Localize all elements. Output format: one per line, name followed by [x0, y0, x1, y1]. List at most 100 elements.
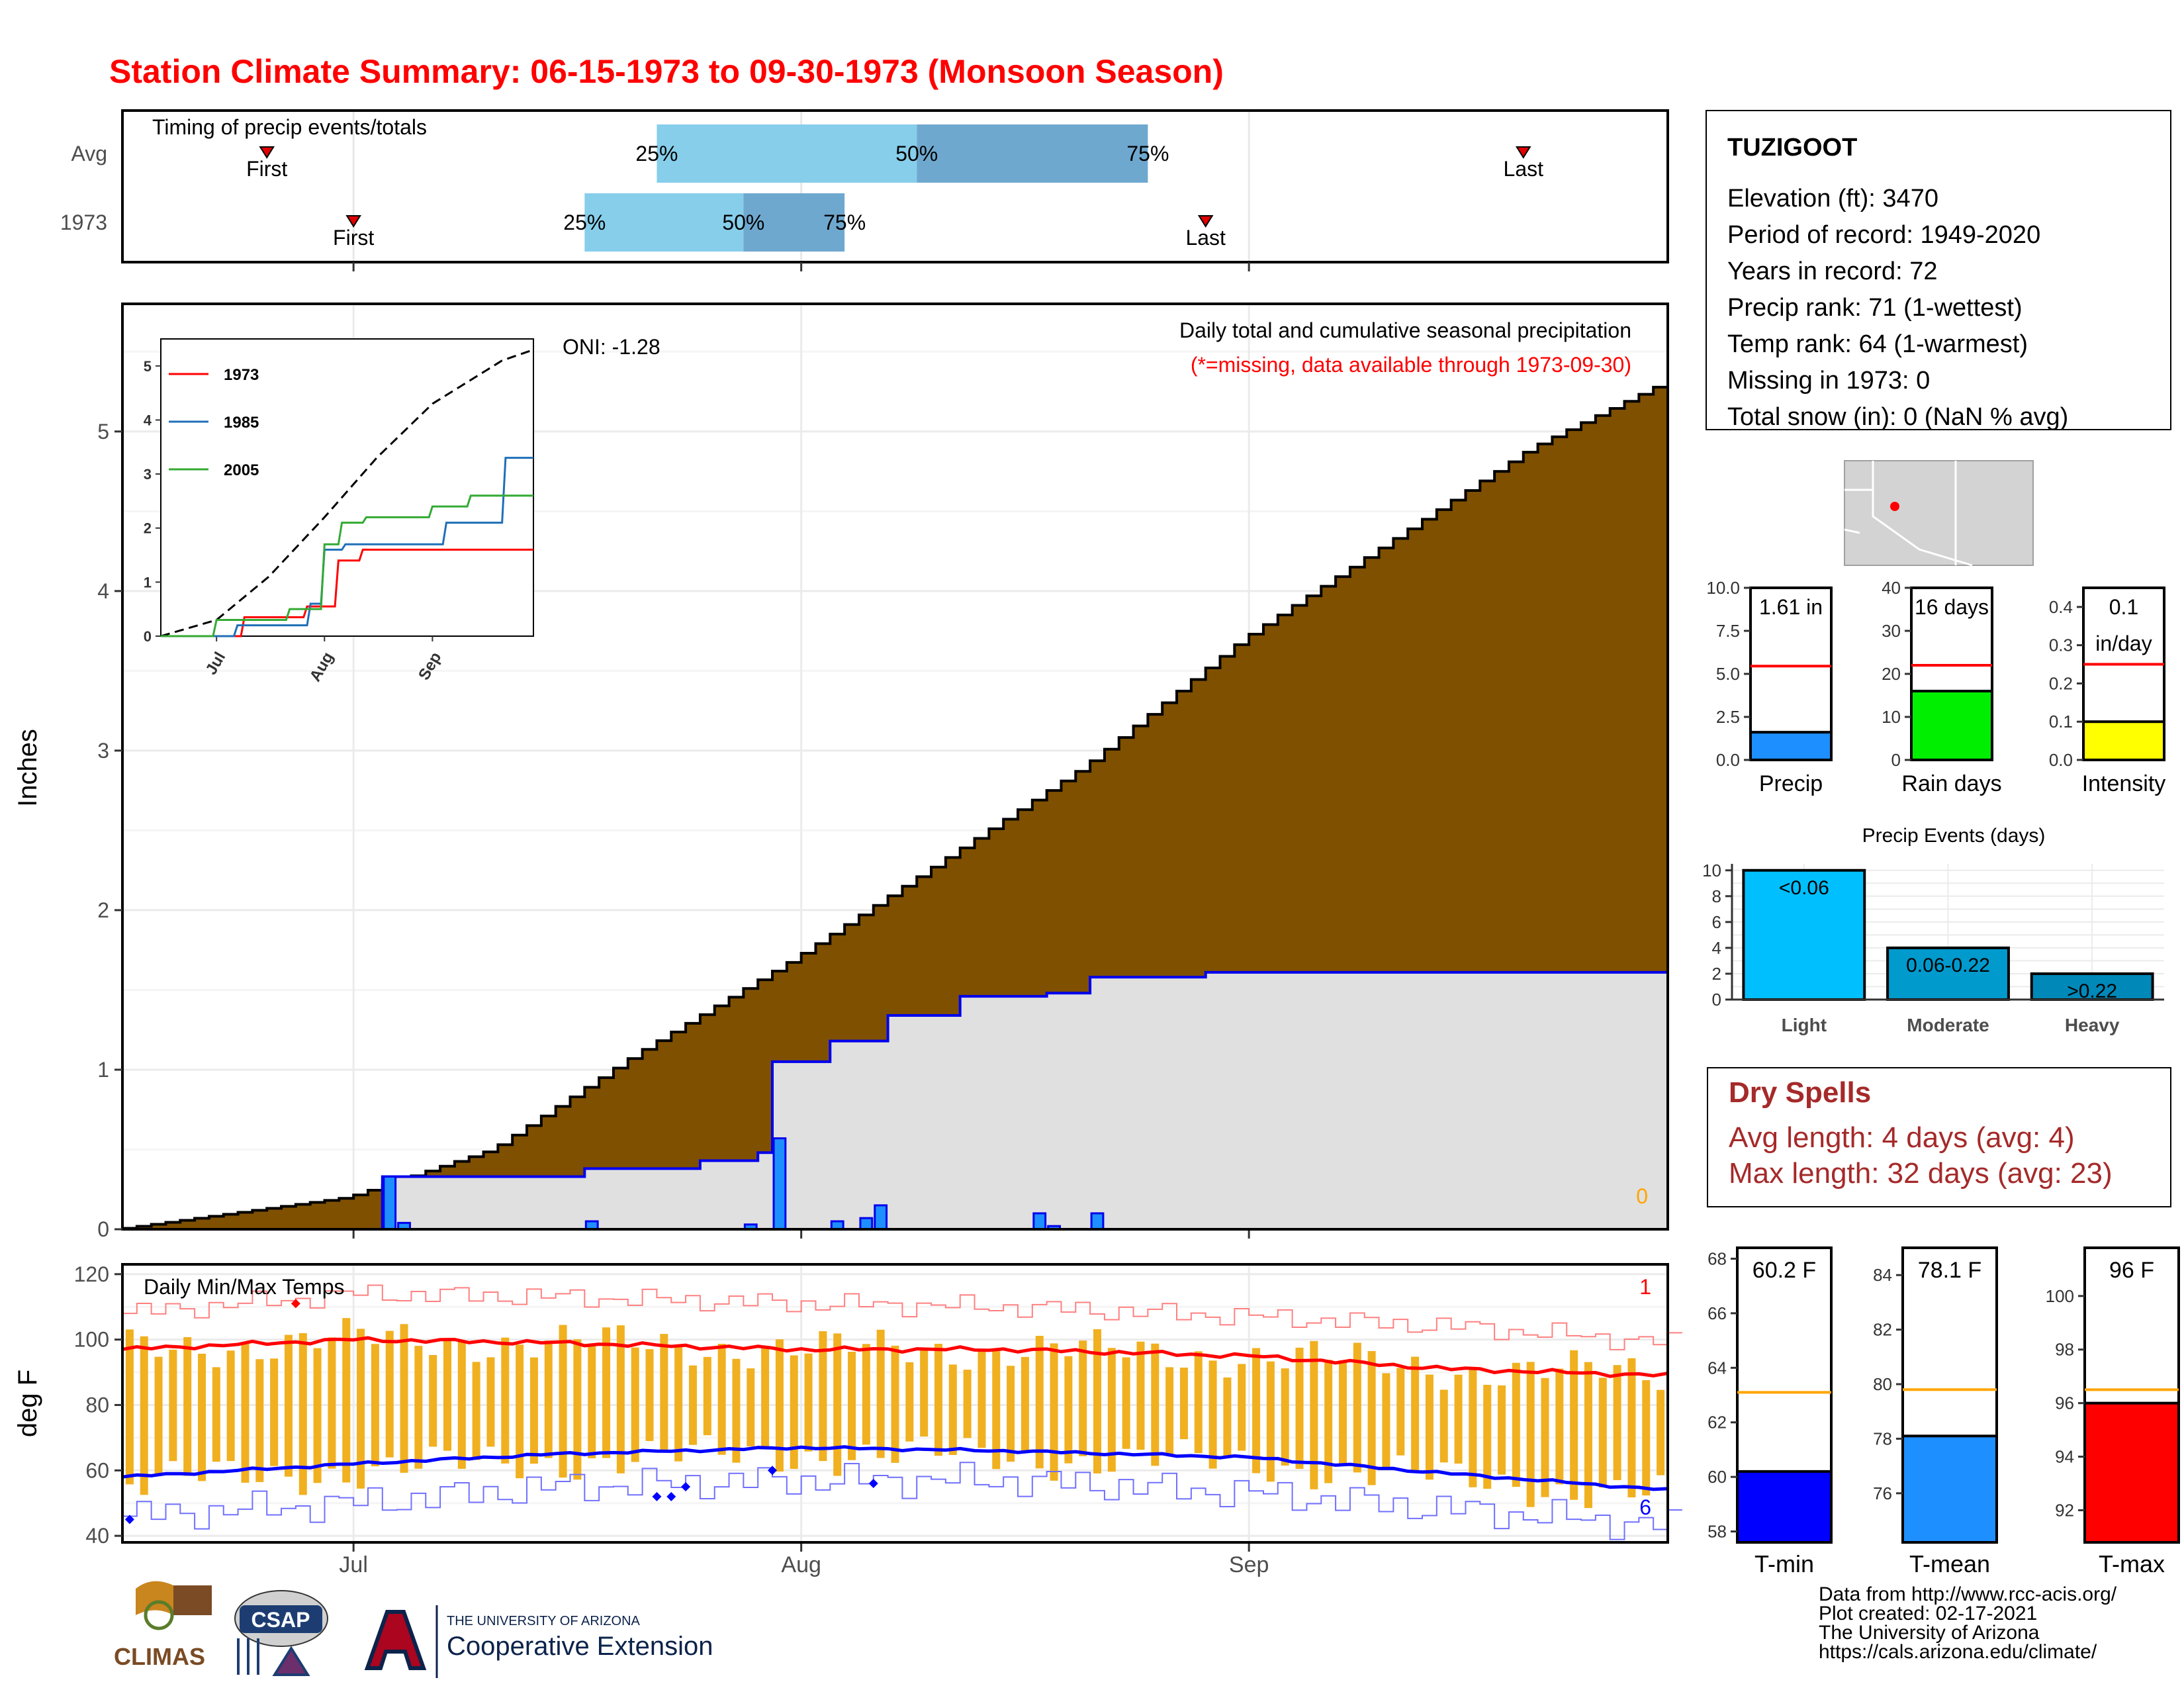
daily-precip-bar	[859, 1217, 874, 1231]
mini-bar-label: Precip	[1759, 771, 1823, 796]
mini-bar-tick-label: 0	[1891, 750, 1901, 770]
temp-y-tick-label: 100	[74, 1328, 109, 1352]
missing-count: 0	[1636, 1184, 1648, 1208]
oni-value: ONI: -1.28	[563, 335, 660, 359]
timing-marker-last	[1515, 146, 1531, 159]
temp-bar-tick-label: 92	[2055, 1500, 2074, 1520]
inset-y-tick-label: 1	[144, 574, 152, 590]
mini-bar-tick-label: 0.0	[1716, 750, 1740, 770]
mini-bar-tick-label: 10.0	[1706, 578, 1740, 598]
timing-label-first: First	[333, 226, 374, 250]
temp-bar-tick-label: 84	[1873, 1265, 1892, 1285]
temp-bar-tick-label: 78	[1873, 1429, 1892, 1448]
timing-label-first: First	[246, 157, 287, 181]
temp-y-axis: 40 60 80 100 120	[74, 1262, 122, 1548]
csap-badge	[240, 1605, 322, 1633]
temp-y-tick-label: 120	[74, 1262, 109, 1286]
precip-y-tick-label: 2	[97, 898, 109, 922]
inset-line-avg	[160, 348, 534, 637]
daily-precip-bar	[383, 1175, 397, 1231]
mini-bar-tick-label: 0.2	[2049, 673, 2073, 693]
ua-big-text: Cooperative Extension	[447, 1632, 713, 1661]
mini-bar-fill	[1910, 690, 1993, 761]
temp-bar-tick-label: 80	[1873, 1374, 1892, 1394]
station-line: Elevation (ft): 3470	[1727, 185, 1938, 212]
month-tick-label: Jul	[339, 1552, 367, 1577]
event-category-label: Light	[1782, 1015, 1827, 1035]
season-summary-bars: 1.61 in Precip 0.0 2.5 5.0 7.5 10.0 16 days Rain…	[1706, 578, 2165, 796]
temp-bar-tick-label: 98	[2055, 1340, 2074, 1360]
station-box-frame	[1706, 110, 2171, 430]
mini-bar-value: 16 days	[1915, 595, 1989, 619]
record-low-marker	[768, 1466, 778, 1476]
event-bar-label: <0.06	[1779, 877, 1829, 899]
month-axis-labels: Jul Aug Sep	[339, 1552, 1269, 1577]
mini-bar-fill	[2082, 720, 2165, 761]
ua-logo: THE UNIVERSITY OF ARIZONA Cooperative Ex…	[364, 1605, 713, 1678]
record-high-marker	[291, 1299, 300, 1309]
footer-line: https://cals.arizona.edu/climate/	[1819, 1641, 2097, 1663]
precip-y-tick-label: 0	[97, 1217, 109, 1241]
temp-y-label: deg F	[13, 1370, 42, 1437]
timing-panel: Timing of precip events/totals Avg 1973 …	[60, 109, 1669, 271]
precip-y-tick-label: 3	[97, 739, 109, 763]
events-tick-label: 2	[1712, 964, 1721, 984]
timing-label-50: 50%	[895, 142, 938, 165]
timing-label-50: 50%	[722, 211, 764, 234]
event-bar-label: 0.06-0.22	[1906, 955, 1990, 976]
events-tick-label: 8	[1712, 886, 1721, 906]
dry-spells-avg: Avg length: 4 days (avg: 4)	[1729, 1121, 2075, 1154]
precip-y-tick-label: 1	[97, 1058, 109, 1082]
temp-bar-tick-label: 64	[1707, 1358, 1727, 1378]
timing-bar-50-75	[743, 193, 845, 252]
temp-bar-value: 60.2 F	[1752, 1258, 1816, 1283]
temperature-panel: 40 60 80 100 120 deg F Daily Min/Max Temps 1…	[13, 1262, 1682, 1577]
timing-labels: 25% 50% 75% First Last 25% 50% 75% First Last	[246, 142, 1543, 250]
precip-panel-frame	[121, 303, 1669, 1231]
record-low-marker	[868, 1479, 878, 1489]
temp-bar-tick-label: 100	[2046, 1286, 2074, 1306]
record-low-marker	[681, 1482, 691, 1491]
inset-y-tick-label: 3	[144, 466, 152, 483]
dry-spells-box: Dry Spells Avg length: 4 days (avg: 4) M…	[1707, 1067, 2171, 1207]
inset-frame	[160, 338, 534, 637]
year-cumulative-area	[122, 972, 1668, 1229]
locator-map	[1844, 460, 2034, 567]
mini-bar-value: 0.1	[2109, 595, 2138, 619]
mini-bar-tick-label: 2.5	[1716, 707, 1740, 727]
climas-wordmark: CLIMAS	[114, 1643, 205, 1670]
event-bar-label: >0.22	[2067, 980, 2117, 1002]
event-category-label: Heavy	[2065, 1015, 2120, 1035]
timing-bar-25-50	[584, 193, 744, 252]
events-tick-label: 0	[1712, 990, 1721, 1009]
inset-legend: 1973 1985 2005	[169, 366, 259, 479]
event-bar	[1742, 868, 1866, 1002]
inset-line-1985	[161, 457, 533, 637]
record-low-marker	[652, 1491, 662, 1501]
page-title: Station Climate Summary: 06-15-1973 to 0…	[109, 53, 1224, 90]
daily-precip-bar	[874, 1204, 888, 1231]
temp-bar-tick-label: 60	[1707, 1467, 1727, 1487]
inset-legend-label: 1985	[224, 414, 259, 432]
mini-bar-tick-label: 40	[1882, 578, 1901, 598]
precip-panel: 0 1 2 3 4 5 Inches ONI: -1.28 Daily total and…	[13, 303, 1669, 1241]
temp-bar-value: 78.1 F	[1918, 1258, 1981, 1283]
timing-row-label-avg: Avg	[71, 142, 107, 165]
timing-bars	[584, 124, 1148, 252]
dry-spells-frame	[1707, 1067, 2171, 1207]
precip-y-axis: 0 1 2 3 4 5	[97, 420, 122, 1241]
mini-bar-tick-label: 0.3	[2049, 635, 2073, 655]
temperature-summary-bars: 60.2 F T-min 58 60 62 64 66 68 78.1 F T-mean 76 78 8…	[1707, 1246, 2180, 1577]
station-line: Precip rank: 71 (1-wettest)	[1727, 294, 2023, 322]
climas-logo: CLIMAS	[114, 1581, 212, 1670]
avg-min-line	[122, 1445, 1668, 1491]
daily-precip-bar	[772, 1137, 787, 1231]
station-line: Temp rank: 64 (1-warmest)	[1727, 330, 2028, 358]
map-background	[1844, 460, 2034, 566]
temp-y-tick-label: 60	[85, 1458, 109, 1482]
mini-bar-tick-label: 0.1	[2049, 712, 2073, 731]
temp-y-tick-label: 80	[85, 1393, 109, 1417]
csap-graphic	[237, 1638, 310, 1676]
daily-precip-bar	[1032, 1212, 1047, 1231]
